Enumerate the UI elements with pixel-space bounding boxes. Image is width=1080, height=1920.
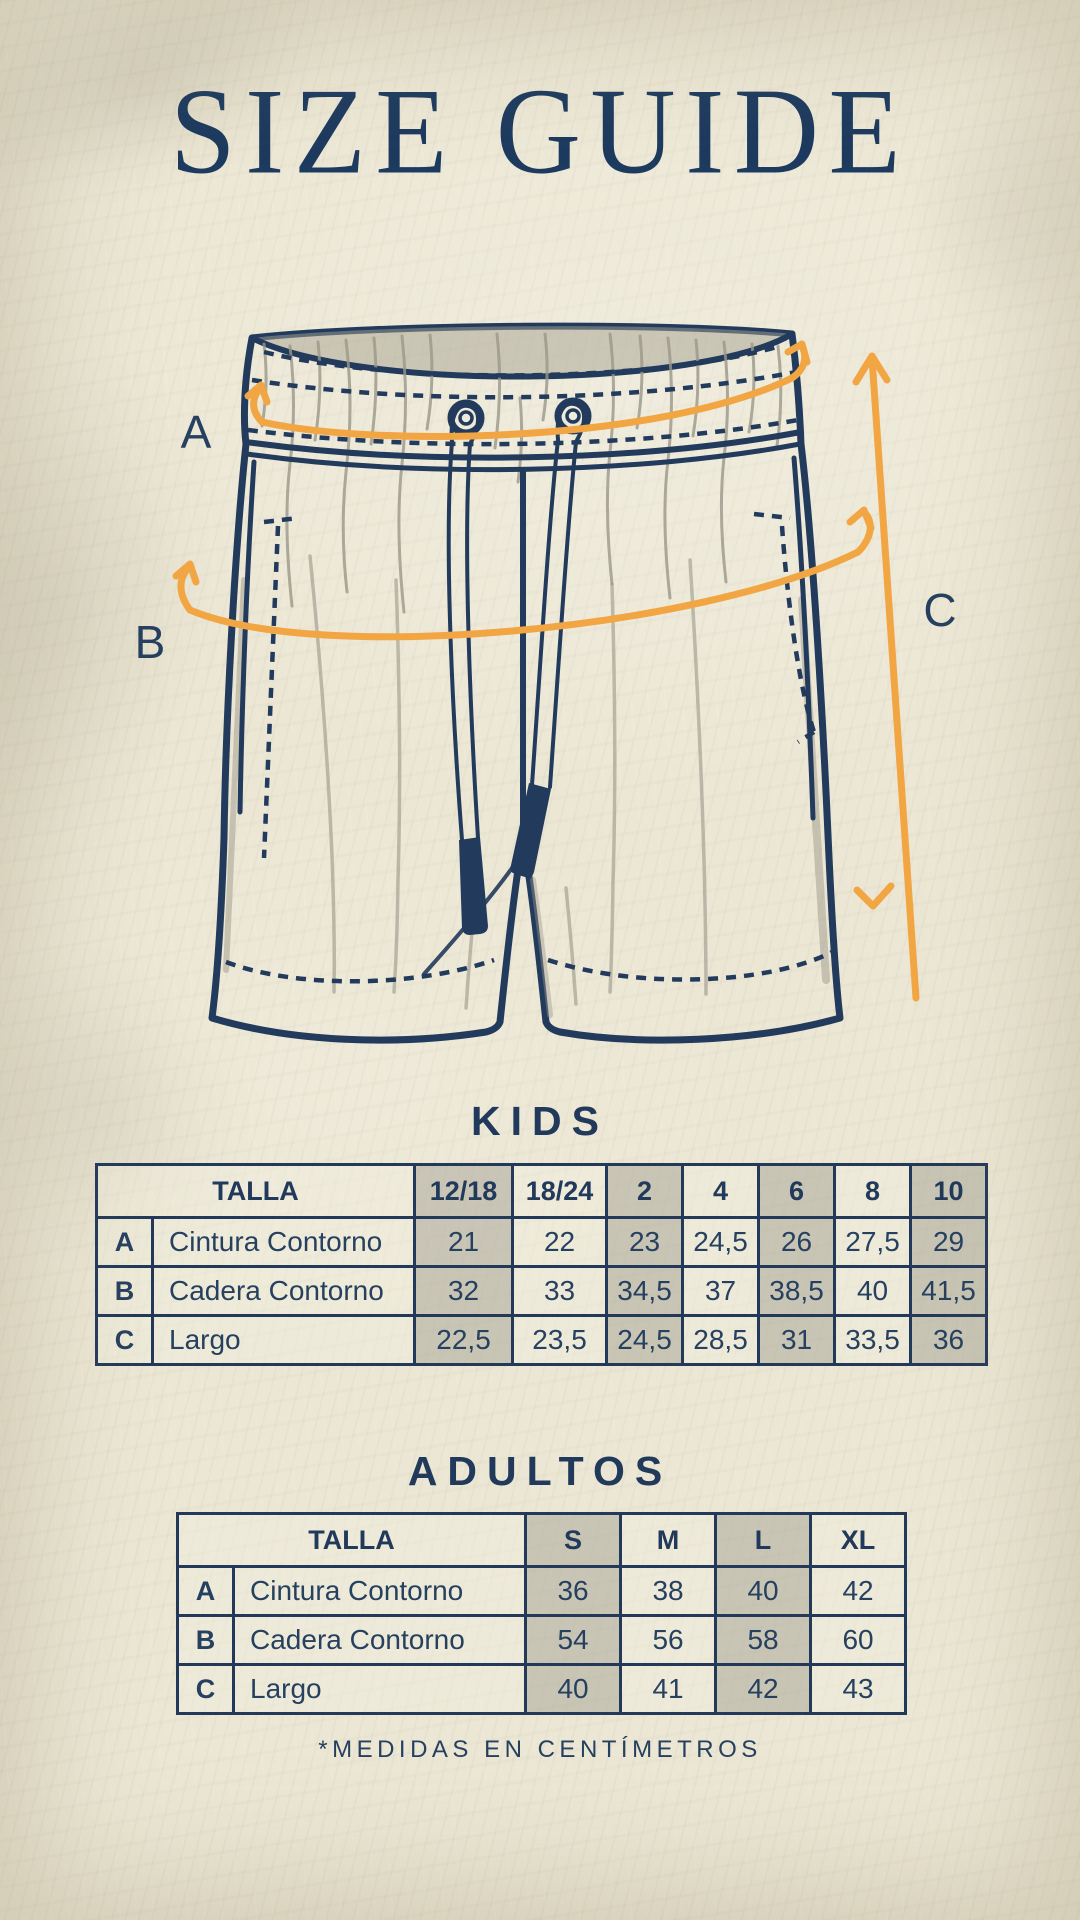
measurement-name: Largo — [150, 1314, 417, 1366]
size-value: 26 — [757, 1216, 837, 1268]
size-value: 27,5 — [833, 1216, 913, 1268]
size-value: 41 — [619, 1663, 718, 1715]
measurement-name: Largo — [231, 1663, 528, 1715]
units-note: *MEDIDAS EN CENTÍMETROS — [318, 1736, 762, 1763]
table-row: B Cadera Contorno 54 56 58 60 — [176, 1614, 908, 1666]
length-measure-arrow — [852, 352, 920, 1002]
page-title: SIZE GUIDE — [169, 63, 910, 200]
size-header-label: TALLA — [175, 1512, 528, 1568]
size-col-header: 8 — [833, 1163, 913, 1219]
size-col-header: 6 — [757, 1163, 837, 1219]
hem-stitching — [225, 949, 834, 984]
measure-label-waist: A — [181, 406, 212, 458]
size-value: 56 — [619, 1614, 718, 1666]
table-row: A Cintura Contorno 36 38 40 42 — [176, 1565, 908, 1617]
side-pockets — [237, 455, 817, 859]
size-value: 28,5 — [681, 1314, 761, 1366]
size-value: 40 — [833, 1265, 913, 1317]
adults-size-table: TALLA S M L XL A Cintura Contorno 36 38 … — [175, 1512, 908, 1715]
table-row: A Cintura Contorno 21 22 23 24,5 26 27,5… — [95, 1216, 989, 1268]
size-value: 31 — [757, 1314, 837, 1366]
size-value: 24,5 — [681, 1216, 761, 1268]
drawstring — [446, 397, 592, 935]
size-col-header: M — [619, 1512, 718, 1568]
size-value: 33,5 — [833, 1314, 913, 1366]
kids-header-row: TALLA 12/18 18/24 2 4 6 8 10 — [94, 1163, 989, 1219]
size-value: 22 — [511, 1216, 609, 1268]
size-value: 23,5 — [511, 1314, 609, 1366]
measure-label-length: C — [923, 584, 956, 636]
size-col-header: S — [524, 1512, 623, 1568]
size-value: 22,5 — [413, 1314, 515, 1366]
kids-heading: KIDS — [471, 1098, 609, 1144]
waistband — [243, 343, 804, 473]
row-letter: C — [95, 1314, 154, 1366]
size-col-header: XL — [809, 1512, 908, 1568]
size-value: 36 — [909, 1314, 989, 1366]
row-letter: B — [176, 1614, 235, 1666]
size-value: 42 — [714, 1663, 813, 1715]
row-letter: C — [176, 1663, 235, 1715]
size-value: 40 — [714, 1565, 813, 1617]
size-value: 42 — [809, 1565, 908, 1617]
size-value: 34,5 — [605, 1265, 685, 1317]
size-col-header: 10 — [909, 1163, 989, 1219]
shorts-diagram: A B C — [135, 322, 957, 1044]
size-value: 60 — [809, 1614, 908, 1666]
size-value: 40 — [524, 1663, 623, 1715]
size-value: 23 — [605, 1216, 685, 1268]
size-value: 33 — [511, 1265, 609, 1317]
size-col-header: L — [714, 1512, 813, 1568]
adults-header-row: TALLA S M L XL — [175, 1512, 908, 1568]
hip-measure-arrow — [172, 506, 875, 641]
measurement-name: Cadera Contorno — [231, 1614, 528, 1666]
size-header-label: TALLA — [94, 1163, 417, 1219]
size-col-header: 18/24 — [511, 1163, 609, 1219]
size-value: 24,5 — [605, 1314, 685, 1366]
table-row: C Largo 40 41 42 43 — [176, 1663, 908, 1715]
size-value: 58 — [714, 1614, 813, 1666]
table-row: B Cadera Contorno 32 33 34,5 37 38,5 40 … — [95, 1265, 989, 1317]
measurement-name: Cadera Contorno — [150, 1265, 417, 1317]
size-value: 32 — [413, 1265, 515, 1317]
measurement-name: Cintura Contorno — [150, 1216, 417, 1268]
size-value: 36 — [524, 1565, 623, 1617]
table-row: C Largo 22,5 23,5 24,5 28,5 31 33,5 36 — [95, 1314, 989, 1366]
measurement-name: Cintura Contorno — [231, 1565, 528, 1617]
row-letter: A — [176, 1565, 235, 1617]
adults-heading: ADULTOS — [407, 1448, 673, 1494]
size-col-header: 4 — [681, 1163, 761, 1219]
size-col-header: 12/18 — [413, 1163, 515, 1219]
row-letter: A — [95, 1216, 154, 1268]
size-value: 38,5 — [757, 1265, 837, 1317]
size-col-header: 2 — [605, 1163, 685, 1219]
size-value: 41,5 — [909, 1265, 989, 1317]
measure-label-hip: B — [135, 616, 166, 668]
waist-measure-arrow — [244, 340, 811, 440]
size-value: 38 — [619, 1565, 718, 1617]
kids-size-table: TALLA 12/18 18/24 2 4 6 8 10 A Cintura C… — [94, 1163, 989, 1366]
size-value: 21 — [413, 1216, 515, 1268]
size-value: 43 — [809, 1663, 908, 1715]
size-value: 54 — [524, 1614, 623, 1666]
size-value: 37 — [681, 1265, 761, 1317]
size-value: 29 — [909, 1216, 989, 1268]
row-letter: B — [95, 1265, 154, 1317]
